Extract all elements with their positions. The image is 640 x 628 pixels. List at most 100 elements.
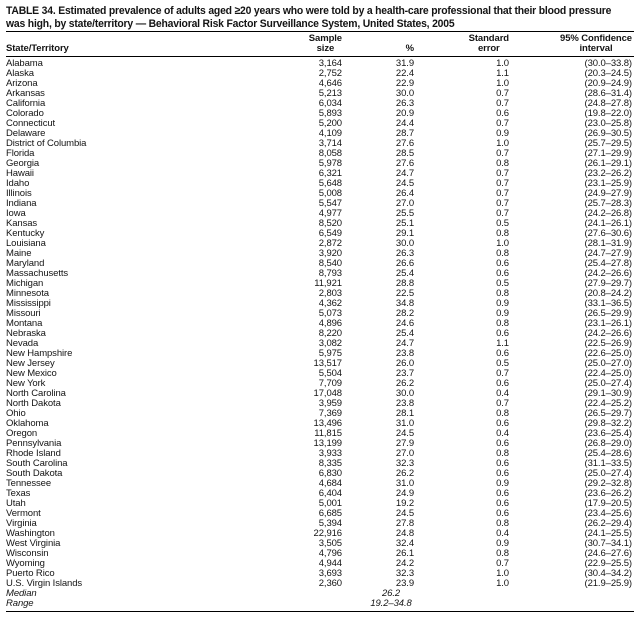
- cell-sample-size: 4,362: [318, 299, 342, 309]
- cell-state-territory: Massachusetts: [6, 269, 69, 279]
- cell-state-territory: Idaho: [6, 179, 30, 189]
- cell-sample-size: 2,752: [318, 69, 342, 79]
- table-row: Arkansas 5,213 30.0 0.7 (28.6–31.4): [6, 89, 634, 99]
- cell-state-territory: Montana: [6, 319, 43, 329]
- cell-standard-error: 0.6: [496, 459, 509, 469]
- header-line: Sample: [308, 33, 342, 44]
- cell-standard-error: 0.6: [496, 469, 509, 479]
- cell-sample-size: 3,714: [318, 139, 342, 149]
- cell-standard-error: 0.4: [496, 429, 509, 439]
- table-row: U.S. Virgin Islands 2,360 23.9 1.0 (21.9…: [6, 579, 634, 589]
- cell-percent: 31.9: [395, 58, 414, 69]
- cell-confidence-interval: (27.1–29.9): [584, 149, 633, 159]
- cell-sample-size: 3,164: [318, 58, 342, 69]
- cell-sample-size: 5,008: [318, 189, 342, 199]
- cell-state-territory: Missouri: [6, 309, 41, 319]
- cell-sample-size: 8,540: [318, 259, 342, 269]
- cell-confidence-interval: (23.1–25.9): [584, 179, 633, 189]
- cell-percent: 19.2–34.8: [346, 599, 418, 612]
- cell-confidence-interval: (26.9–30.5): [584, 129, 633, 139]
- cell-state-territory: Connecticut: [6, 119, 56, 129]
- cell-sample-size: 2,872: [318, 239, 342, 249]
- cell-standard-error: 0.8: [496, 449, 509, 459]
- column-header-percent: %: [346, 31, 418, 57]
- cell-state-territory: Nebraska: [6, 329, 46, 339]
- cell-standard-error: 0.7: [496, 169, 509, 179]
- header-line: State/Territory: [6, 43, 69, 54]
- cell-standard-error: 0.7: [496, 89, 509, 99]
- cell-sample-size: 6,404: [318, 489, 342, 499]
- cell-state-territory: Kentucky: [6, 229, 45, 239]
- cell-state-territory: Ohio: [6, 409, 26, 419]
- cell-standard-error: 0.9: [496, 539, 509, 549]
- cell-standard-error: 0.6: [496, 269, 509, 279]
- column-header-sample-size: Sample size: [285, 31, 346, 57]
- cell-sample-size: 8,220: [318, 329, 342, 339]
- cell-standard-error: 0.9: [496, 479, 509, 489]
- cell-sample-size: 3,505: [318, 539, 342, 549]
- cell-confidence-interval: (20.3–24.5): [584, 69, 633, 79]
- cell-standard-error: 1.1: [496, 339, 509, 349]
- cell-percent: 28.2: [395, 309, 414, 319]
- cell-confidence-interval: (22.6–25.0): [584, 349, 633, 359]
- table-row: South Dakota 6,830 26.2 0.6 (25.0–27.4): [6, 469, 634, 479]
- cell-percent: 31.0: [395, 479, 414, 489]
- table-row: Montana 4,896 24.6 0.8 (23.1–26.1): [6, 319, 634, 329]
- cell-standard-error: 1.0: [496, 79, 509, 89]
- cell-confidence-interval: (22.4–25.0): [584, 369, 633, 379]
- table-row: California 6,034 26.3 0.7 (24.8–27.8): [6, 99, 634, 109]
- cell-state-territory: U.S. Virgin Islands: [6, 579, 83, 589]
- cell-confidence-interval: (26.5–29.7): [584, 409, 633, 419]
- cell-standard-error: 0.9: [496, 129, 509, 139]
- table-row: Massachusetts 8,793 25.4 0.6 (24.2–26.6): [6, 269, 634, 279]
- cell-standard-error: 0.6: [496, 419, 509, 429]
- cell-confidence-interval: (24.2–26.6): [584, 329, 633, 339]
- cell-state-territory: Virginia: [6, 519, 37, 529]
- table-row: Michigan 11,921 28.8 0.5 (27.9–29.7): [6, 279, 634, 289]
- cell-state-territory: Range: [6, 599, 285, 612]
- cell-state-territory: North Dakota: [6, 399, 61, 409]
- table-row: New Mexico 5,504 23.7 0.7 (22.4–25.0): [6, 369, 634, 379]
- cell-percent: 28.1: [395, 409, 414, 419]
- cell-sample-size: 5,893: [318, 109, 342, 119]
- cell-state-territory: Maryland: [6, 259, 45, 269]
- cell-sample-size: 13,496: [313, 419, 343, 429]
- cell-percent: 27.9: [395, 439, 414, 449]
- cell-confidence-interval: [512, 589, 634, 599]
- table-row: Alaska 2,752 22.4 1.1 (20.3–24.5): [6, 69, 634, 79]
- cell-sample-size: 4,684: [318, 479, 342, 489]
- cell-percent: 26.1: [395, 549, 414, 559]
- cell-confidence-interval: (22.9–25.5): [584, 559, 633, 569]
- document-page: TABLE 34. Estimated prevalence of adults…: [6, 5, 634, 612]
- cell-standard-error: 0.7: [496, 559, 509, 569]
- cell-percent: 26.6: [395, 259, 414, 269]
- cell-sample-size: 6,321: [318, 169, 342, 179]
- table-row: Iowa 4,977 25.5 0.7 (24.2–26.8): [6, 209, 634, 219]
- cell-standard-error: 0.7: [496, 149, 509, 159]
- cell-percent: 22.5: [395, 289, 414, 299]
- table-row: North Carolina 17,048 30.0 0.4 (29.1–30.…: [6, 389, 634, 399]
- cell-confidence-interval: (25.0–27.4): [584, 469, 633, 479]
- table-row: Connecticut 5,200 24.4 0.7 (23.0–25.8): [6, 119, 634, 129]
- cell-confidence-interval: (28.1–31.9): [584, 239, 633, 249]
- cell-percent: 34.8: [395, 299, 414, 309]
- cell-percent: 24.9: [395, 489, 414, 499]
- cell-confidence-interval: (22.4–25.2): [584, 399, 633, 409]
- table-row: Illinois 5,008 26.4 0.7 (24.9–27.9): [6, 189, 634, 199]
- table-row: Tennessee 4,684 31.0 0.9 (29.2–32.8): [6, 479, 634, 489]
- cell-state-territory: New York: [6, 379, 46, 389]
- cell-standard-error: [418, 589, 512, 599]
- cell-standard-error: 0.9: [496, 299, 509, 309]
- cell-percent: 19.2: [395, 499, 414, 509]
- cell-sample-size: 7,709: [318, 379, 342, 389]
- cell-sample-size: [285, 589, 346, 599]
- cell-sample-size: 5,200: [318, 119, 342, 129]
- cell-standard-error: [418, 599, 512, 612]
- cell-confidence-interval: (33.1–36.5): [584, 299, 633, 309]
- cell-sample-size: 2,360: [318, 579, 342, 589]
- cell-percent: 24.7: [395, 169, 414, 179]
- header-line: error: [477, 43, 500, 54]
- cell-confidence-interval: (17.9–20.5): [584, 499, 633, 509]
- table-row: Utah 5,001 19.2 0.6 (17.9–20.5): [6, 499, 634, 509]
- table-row: Wisconsin 4,796 26.1 0.8 (24.6–27.6): [6, 549, 634, 559]
